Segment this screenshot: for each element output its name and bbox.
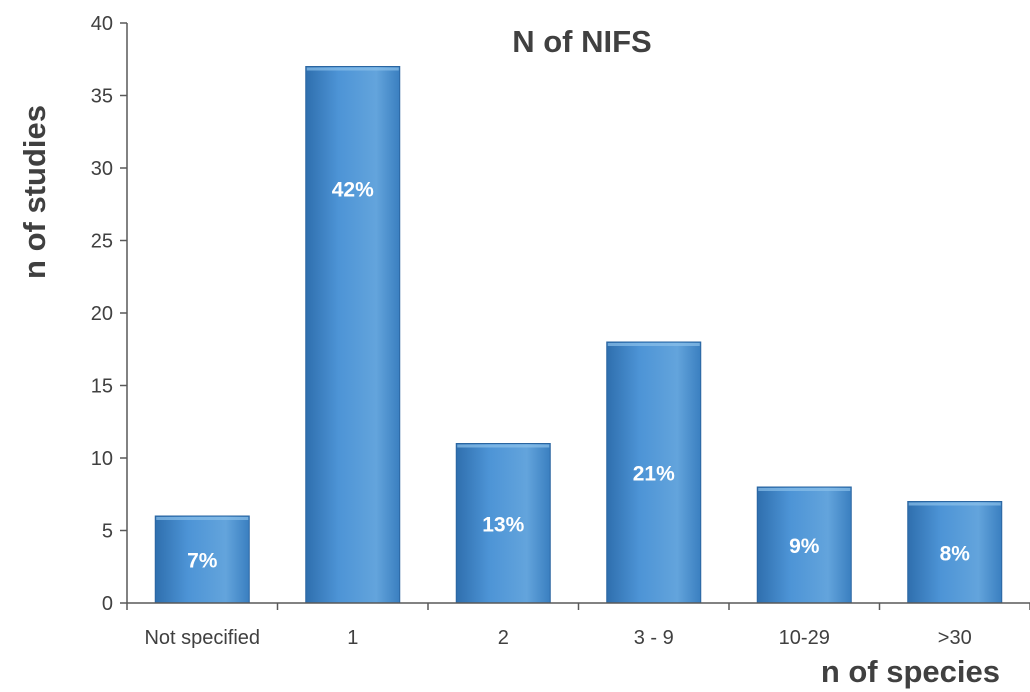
y-tick-label: 35 <box>91 86 113 108</box>
y-axis-title: n of studies <box>17 105 52 279</box>
x-category-label: 1 <box>347 627 358 649</box>
bar <box>154 515 250 604</box>
x-category-label: Not specified <box>144 627 260 649</box>
y-tick-label: 5 <box>102 521 113 543</box>
y-tick-label: 15 <box>91 376 113 398</box>
bar <box>907 501 1003 604</box>
chart-title: N of NIFS <box>512 24 652 59</box>
x-axis-title: n of species <box>821 654 1000 689</box>
x-category-label: 10-29 <box>779 627 830 649</box>
bar-highlight <box>607 343 700 346</box>
bar <box>756 486 852 604</box>
y-tick-label: 40 <box>91 13 113 35</box>
bar-highlight <box>908 502 1001 506</box>
bars: 7% 42% 13% 21% 9% 8% <box>154 66 1003 604</box>
bar-data-label: 8% <box>940 542 971 565</box>
bar-data-label: 21% <box>633 463 675 486</box>
bar-highlight <box>306 67 399 71</box>
y-tick-label: 20 <box>91 303 113 325</box>
bar-data-label: 13% <box>482 513 524 536</box>
y-tick-label: 25 <box>91 231 113 253</box>
bar-highlight <box>758 488 851 491</box>
bar-data-label: 42% <box>332 179 374 202</box>
y-tick-label: 0 <box>102 593 113 615</box>
bar-data-label: 9% <box>789 535 820 558</box>
bar-data-label: 7% <box>187 550 218 573</box>
bar <box>455 443 551 604</box>
x-category-label: 2 <box>498 627 509 649</box>
x-category-label: 3 - 9 <box>634 627 674 649</box>
bar-highlight <box>156 517 249 520</box>
x-axis: Not specified 1 2 3 - 9 10-29 >30 <box>126 602 1030 649</box>
y-axis-ticks: 0 5 10 15 20 25 30 35 40 <box>91 13 128 615</box>
y-tick-label: 30 <box>91 158 113 180</box>
bar-highlight <box>457 444 550 448</box>
y-tick-label: 10 <box>91 448 113 470</box>
x-category-label: >30 <box>938 627 972 649</box>
bar <box>305 66 401 604</box>
